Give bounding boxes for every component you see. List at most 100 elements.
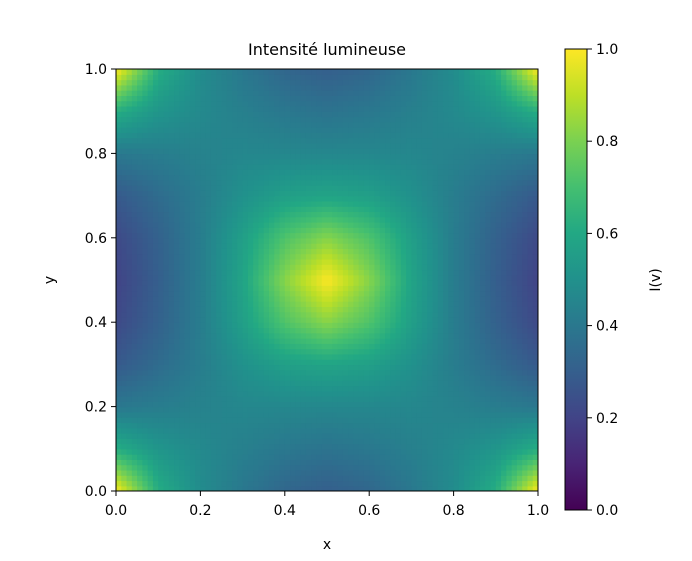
heatmap-cell: [369, 280, 376, 286]
heatmap-cell: [400, 464, 407, 471]
heatmap-cell: [147, 443, 154, 450]
heatmap-cell: [516, 406, 523, 413]
heatmap-cell: [232, 438, 238, 445]
heatmap-cell: [501, 306, 507, 313]
heatmap-cell: [268, 179, 275, 186]
heatmap-cell: [395, 269, 402, 276]
heatmap-cell: [379, 417, 386, 424]
heatmap-cell: [184, 216, 191, 223]
heatmap-cell: [263, 469, 270, 476]
heatmap-cell: [337, 432, 344, 439]
heatmap-cell: [284, 401, 291, 408]
heatmap-cell: [501, 200, 507, 207]
heatmap-cell: [226, 469, 233, 476]
heatmap-cell: [337, 343, 344, 350]
heatmap-cell: [432, 216, 439, 223]
heatmap-cell: [226, 301, 233, 307]
heatmap-cell: [400, 332, 407, 339]
heatmap-cell: [437, 380, 444, 387]
heatmap-cell: [421, 411, 428, 418]
heatmap-cell: [495, 390, 502, 397]
heatmap-cell: [221, 232, 228, 239]
heatmap-cell: [158, 311, 165, 318]
heatmap-cell: [416, 185, 423, 191]
heatmap-cell: [184, 369, 191, 376]
heatmap-cell: [342, 432, 349, 439]
heatmap-cell: [174, 185, 180, 191]
heatmap-cell: [232, 338, 238, 344]
heatmap-cell: [131, 459, 138, 466]
heatmap-cell: [263, 480, 270, 487]
heatmap-cell: [390, 364, 397, 371]
heatmap-cell: [126, 269, 133, 276]
heatmap-cell: [495, 295, 502, 302]
heatmap-cell: [163, 390, 170, 397]
heatmap-cell: [179, 306, 186, 313]
heatmap-cell: [237, 475, 244, 482]
heatmap-cell: [200, 206, 207, 213]
heatmap-cell: [427, 359, 434, 366]
heatmap-cell: [242, 332, 249, 339]
heatmap-cell: [263, 411, 270, 418]
heatmap-cell: [274, 316, 281, 323]
heatmap-cell: [174, 443, 180, 450]
heatmap-cell: [495, 338, 502, 344]
heatmap-cell: [495, 237, 502, 244]
heatmap-cell: [131, 301, 138, 307]
heatmap-cell: [443, 211, 449, 218]
heatmap-cell: [374, 422, 381, 429]
heatmap-cell: [242, 422, 249, 429]
heatmap-cell: [279, 248, 286, 255]
heatmap-cell: [121, 253, 128, 260]
heatmap-cell: [184, 385, 191, 392]
heatmap-cell: [495, 280, 502, 286]
heatmap-cell: [327, 179, 333, 186]
heatmap-cell: [464, 338, 471, 344]
heatmap-cell: [247, 316, 254, 323]
heatmap-cell: [221, 311, 228, 318]
heatmap-cell: [337, 406, 344, 413]
heatmap-cell: [469, 285, 476, 292]
heatmap-cell: [432, 401, 439, 408]
heatmap-cell: [295, 195, 302, 202]
heatmap-cell: [168, 385, 175, 392]
heatmap-cell: [247, 374, 254, 381]
heatmap-cell: [363, 295, 370, 302]
heatmap-cell: [232, 195, 238, 202]
heatmap-cell: [432, 221, 439, 228]
heatmap-cell: [300, 443, 307, 450]
heatmap-cell: [437, 374, 444, 381]
heatmap-cell: [369, 301, 376, 307]
heatmap-cell: [427, 380, 434, 387]
heatmap-cell: [443, 411, 449, 418]
heatmap-cell: [400, 385, 407, 392]
heatmap-cell: [458, 248, 465, 255]
heatmap-cell: [400, 432, 407, 439]
heatmap-cell: [179, 301, 186, 307]
heatmap-cell: [469, 301, 476, 307]
heatmap-cell: [174, 448, 180, 455]
heatmap-cell: [532, 290, 538, 297]
heatmap-cell: [168, 396, 175, 402]
heatmap-cell: [311, 464, 318, 471]
heatmap-cell: [316, 290, 323, 297]
heatmap-cell: [527, 364, 534, 371]
heatmap-cell: [232, 417, 238, 424]
heatmap-cell: [258, 227, 265, 234]
heatmap-cell: [158, 485, 165, 491]
heatmap-cell: [216, 469, 223, 476]
heatmap-cell: [321, 364, 328, 371]
heatmap-cell: [374, 332, 381, 339]
heatmap-cell: [305, 332, 312, 339]
heatmap-cell: [179, 232, 186, 239]
heatmap-cell: [527, 380, 534, 387]
heatmap-cell: [263, 174, 270, 181]
heatmap-cell: [400, 221, 407, 228]
heatmap-cell: [485, 253, 492, 260]
heatmap-cell: [321, 211, 328, 218]
heatmap-cell: [311, 280, 318, 286]
heatmap-cell: [464, 206, 471, 213]
heatmap-cell: [453, 264, 460, 271]
heatmap-cell: [432, 348, 439, 355]
heatmap-cell: [268, 374, 275, 381]
